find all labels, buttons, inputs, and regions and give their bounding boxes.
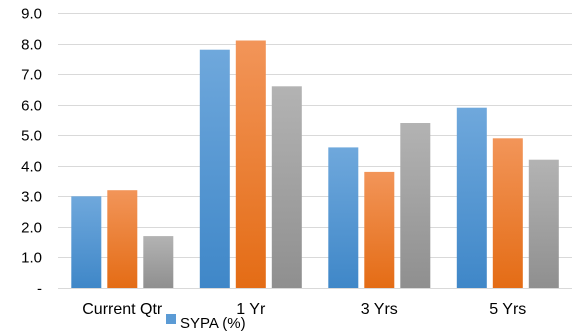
bar-series-1-5-yrs [456,107,487,288]
bar-series-3-current-qtr [143,236,174,288]
bar-series-2-1-yr [235,40,266,288]
y-tick-label: 9.0 [21,6,42,23]
bar-series-2-current-qtr [107,190,138,288]
bar-series-1-3-yrs [328,147,359,288]
y-tick-label: 4.0 [21,159,42,176]
x-category-label: 5 Yrs [489,301,526,318]
bar-series-2-3-yrs [364,171,395,288]
y-tick-label: 2.0 [21,220,42,237]
x-category-label: 3 Yrs [361,301,398,318]
y-tick-label: - [37,281,42,298]
bar-series-3-5-yrs [528,159,559,288]
legend-swatch-sypa [166,314,176,324]
y-axis-tick-labels: - 1.0 2.0 3.0 4.0 5.0 6.0 7.0 8.0 9.0 [21,6,42,298]
x-category-label: 1 Yr [236,301,266,318]
y-tick-label: 7.0 [21,67,42,84]
y-tick-label: 6.0 [21,98,42,115]
bar-series-1-1-yr [199,49,230,289]
y-tick-label: 5.0 [21,128,42,145]
y-tick-label: 3.0 [21,189,42,206]
bar-series-1-current-qtr [71,196,102,288]
bar-series-3-1-yr [271,86,302,288]
x-axis-category-labels: Current Qtr 1 Yr 3 Yrs 5 Yrs [82,301,526,318]
y-tick-label: 8.0 [21,37,42,54]
y-tick-label: 1.0 [21,250,42,267]
legend-label-sypa: SYPA (%) [180,315,246,332]
x-category-label: Current Qtr [82,301,163,318]
bar-series-2-5-yrs [492,138,523,288]
legend: SYPA (%) [166,314,246,332]
bar-series-3-3-yrs [400,123,431,288]
bars [71,40,559,289]
